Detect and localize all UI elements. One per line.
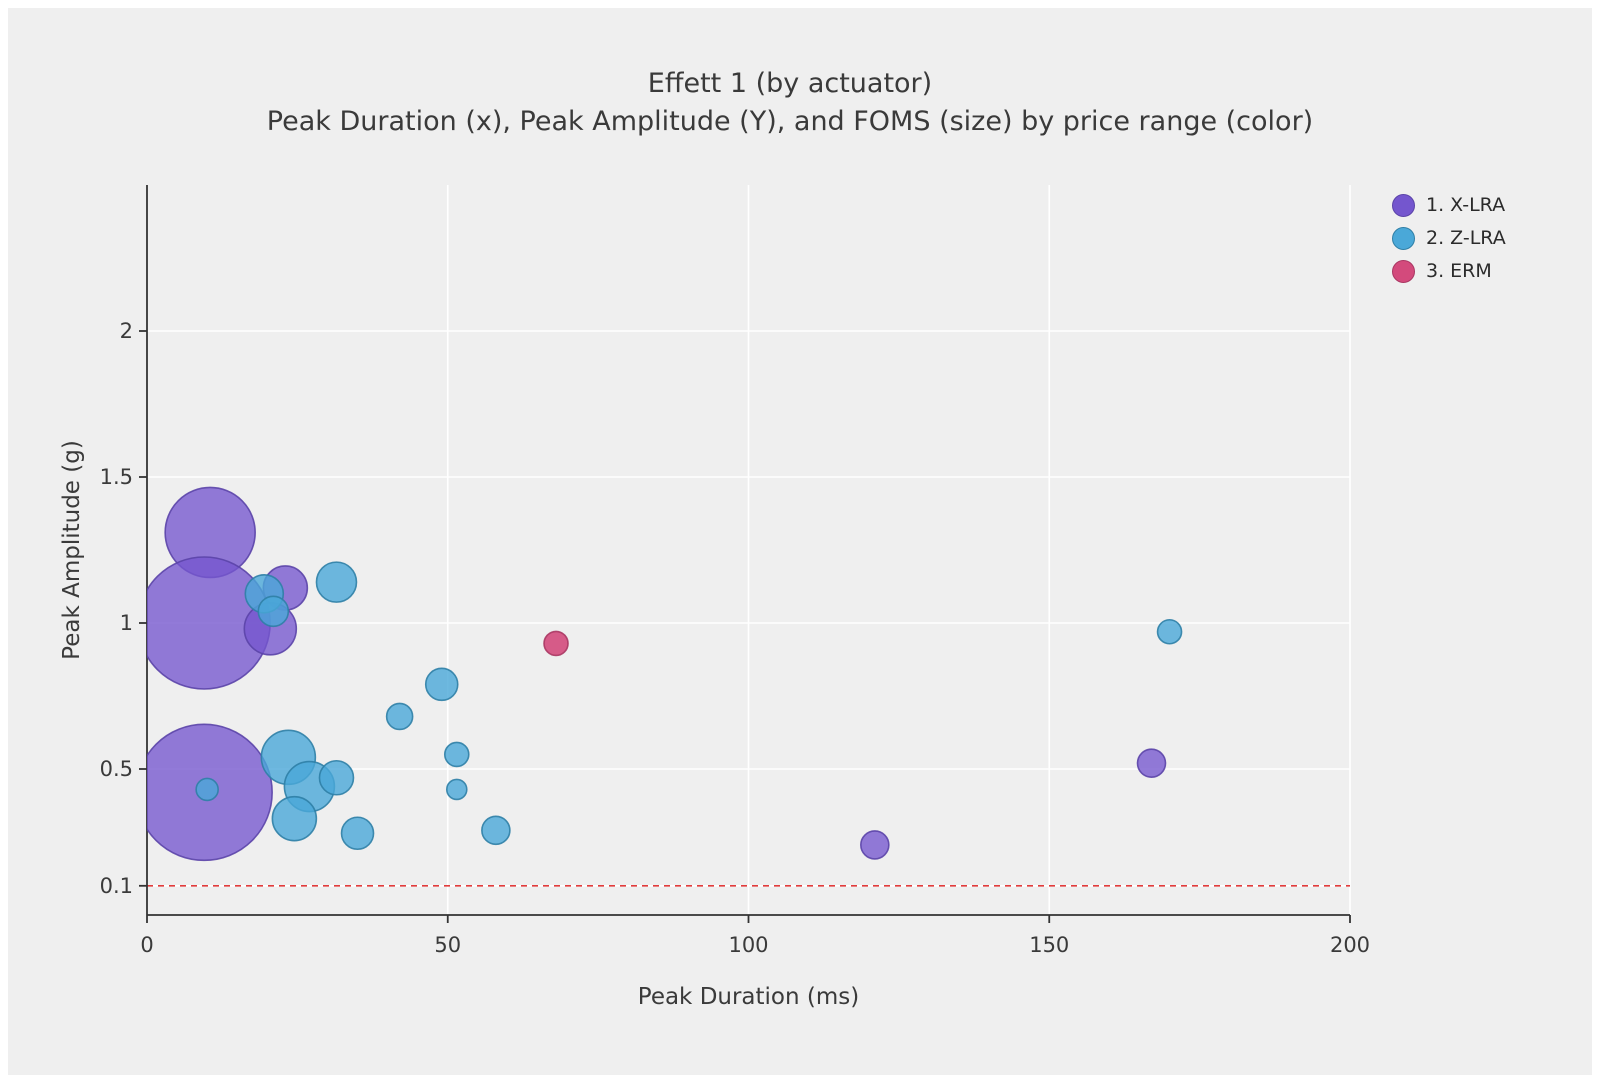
bubble-z-lra: [481, 815, 511, 846]
bubble-z-lra: [385, 702, 414, 731]
legend-item-x-lra: 1. X-LRA: [1392, 193, 1506, 217]
y-tick-label: 0.5: [100, 757, 133, 781]
bubble-layer: [147, 486, 1183, 862]
legend-swatch: [1392, 193, 1415, 217]
bubble-z-lra: [315, 561, 358, 603]
legend-item-z-lra: 2. Z-LRA: [1392, 226, 1506, 250]
bubble-erm: [543, 630, 569, 657]
bubble-x-lra: [1136, 748, 1167, 778]
legend: 1. X-LRA 2. Z-LRA 3. ERM: [1392, 193, 1506, 283]
bubble-z-lra: [340, 816, 375, 851]
x-tick-label: 150: [1029, 933, 1069, 957]
x-axis-label: Peak Duration (ms): [637, 984, 860, 1010]
legend-swatch: [1392, 259, 1415, 283]
x-tick-label: 100: [728, 933, 768, 957]
title-block: Effett 1 (by actuator) Peak Duration (x)…: [0, 66, 1580, 142]
bubble-z-lra: [445, 778, 468, 801]
legend-label: 3. ERM: [1426, 260, 1492, 282]
chart-subtitle: Peak Duration (x), Peak Amplitude (Y), a…: [266, 106, 1314, 137]
bubble-z-lra: [443, 741, 470, 768]
y-tick-label: 2: [120, 319, 133, 343]
bubble-z-lra: [195, 777, 219, 802]
bubble-z-lra: [271, 795, 318, 842]
figure-background: [8, 8, 1592, 1075]
chart-title: Effett 1 (by actuator): [647, 68, 933, 99]
x-tick-label: 0: [140, 933, 153, 957]
y-tick-label: 1: [120, 611, 133, 635]
legend-label: 2. Z-LRA: [1426, 227, 1506, 249]
bubble-z-lra: [1156, 618, 1183, 645]
bubble-x-lra: [860, 830, 890, 860]
x-tick-label: 50: [434, 933, 461, 957]
x-tick-label: 200: [1330, 933, 1370, 957]
legend-swatch: [1392, 226, 1415, 250]
legend-item-erm: 3. ERM: [1392, 259, 1506, 283]
legend-label: 1. X-LRA: [1426, 194, 1506, 216]
bubble-z-lra: [424, 667, 459, 702]
y-tick-label: 1.5: [100, 465, 133, 489]
bubble-z-lra: [318, 759, 355, 796]
y-tick-label: 0.1: [100, 874, 133, 898]
y-axis-label: Peak Amplitude (g): [59, 440, 85, 660]
bubble-z-lra: [257, 595, 290, 628]
